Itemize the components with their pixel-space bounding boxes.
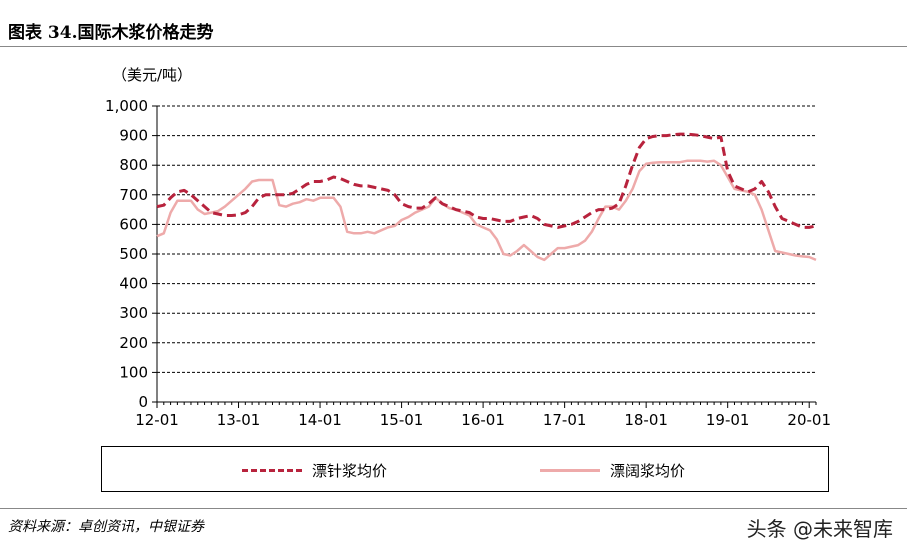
legend-swatch-needle [242, 468, 302, 472]
top-rule [0, 46, 907, 47]
watermark: 头条 @未来智库 [746, 517, 893, 541]
y-axis-unit-label: （美元/吨） [112, 66, 193, 84]
figure-title: 图表 34.国际木浆价格走势 [8, 23, 214, 43]
y-tick-label: 100 [119, 363, 148, 381]
y-tick-label: 800 [119, 156, 148, 174]
y-tick-label: 0 [138, 393, 148, 411]
x-tick-label: 18-01 [624, 411, 668, 429]
legend-label-needle: 漂针浆均价 [312, 461, 388, 480]
x-tick-label: 12-01 [135, 411, 179, 429]
x-tick-label: 15-01 [380, 411, 424, 429]
legend-label-broad: 漂阔浆均价 [610, 461, 686, 480]
x-tick-label: 14-01 [298, 411, 342, 429]
y-tick-label: 1,000 [105, 97, 148, 115]
series-line-broad [156, 159, 817, 262]
axes [152, 105, 817, 408]
y-tick-label: 600 [119, 215, 148, 233]
x-tick-label: 19-01 [706, 411, 750, 429]
y-tick-label: 900 [119, 127, 148, 145]
tick-labels: 0 100 200 300 400 500 600 700 800 900 1,000 12-01 13… [105, 97, 831, 429]
x-tick-label: 16-01 [461, 411, 505, 429]
chart-legend: 漂针浆均价 漂阔浆均价 [101, 446, 829, 492]
y-tick-label: 300 [119, 304, 148, 322]
x-tick-label: 20-01 [787, 411, 831, 429]
series-lines [156, 132, 817, 262]
x-tick-label: 13-01 [217, 411, 261, 429]
y-tick-label: 700 [119, 186, 148, 204]
series-line-needle [156, 132, 817, 229]
price-line-chart: 0 100 200 300 400 500 600 700 800 900 1,000 12-01 13… [105, 97, 831, 429]
y-tick-label: 400 [119, 275, 148, 293]
y-tick-label: 200 [119, 334, 148, 352]
legend-item-needle: 漂针浆均价 [242, 459, 387, 481]
legend-swatch-broad [540, 468, 600, 472]
x-tick-label: 17-01 [543, 411, 587, 429]
source-note: 资料来源：卓创资讯，中银证券 [8, 519, 204, 535]
bottom-rule [0, 508, 907, 509]
gridlines [157, 105, 816, 373]
y-tick-label: 500 [119, 245, 148, 263]
legend-item-broad: 漂阔浆均价 [540, 459, 685, 481]
